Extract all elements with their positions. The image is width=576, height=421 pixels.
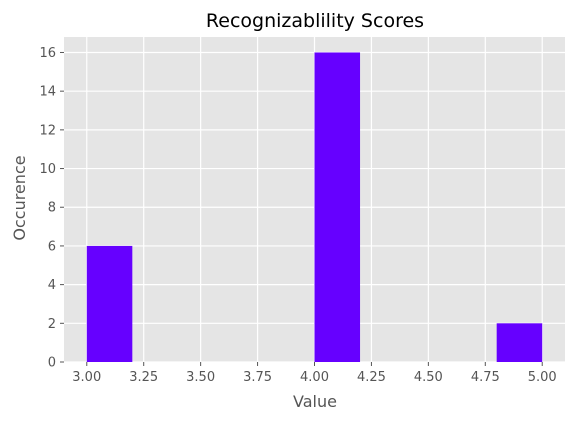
y-axis-ticks: 0 2 4 6 8 10 12 14 16 [39,46,64,371]
x-tick-label: 3.25 [129,370,158,385]
x-axis-ticks: 3.00 3.25 3.50 3.75 4.00 4.25 4.50 4.75 5.00 [72,362,557,385]
y-axis-label: Occurence [10,155,29,240]
y-tick-label: 8 [48,201,56,216]
y-tick-label: 6 [48,239,56,254]
y-tick-label: 0 [48,356,56,371]
bars-group [86,52,543,362]
y-tick-label: 2 [48,317,56,332]
x-tick-label: 5.00 [528,370,557,385]
y-tick-label: 10 [39,162,56,177]
y-tick-label: 12 [39,123,56,138]
y-tick-label: 4 [48,278,56,293]
x-tick-label: 4.00 [300,370,329,385]
chart-title: Recognizablility Scores [206,10,424,32]
y-tick-label: 14 [39,85,56,100]
x-tick-label: 3.75 [243,370,272,385]
x-tick-label: 3.50 [186,370,215,385]
x-tick-label: 4.50 [414,370,443,385]
x-tick-label: 4.75 [471,370,500,385]
bar [314,52,361,362]
x-tick-label: 3.00 [72,370,101,385]
bar [496,323,543,362]
x-axis-label: Value [293,392,337,411]
bar [86,245,133,362]
x-tick-label: 4.25 [357,370,386,385]
y-tick-label: 16 [39,46,56,61]
